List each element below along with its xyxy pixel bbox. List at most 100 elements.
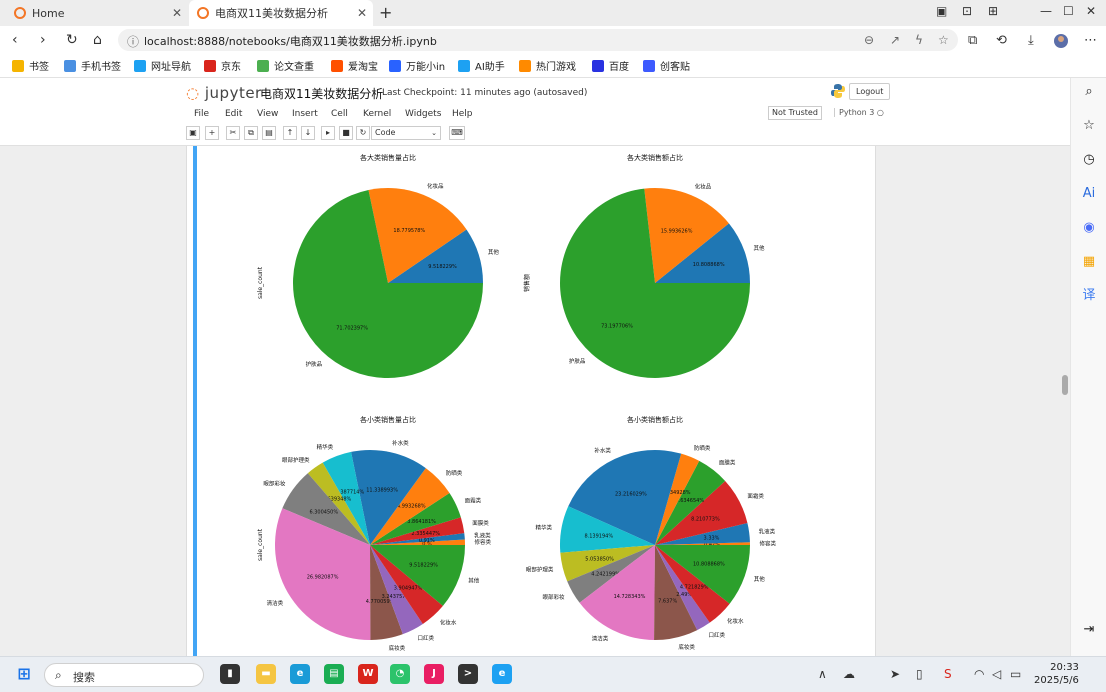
bookmark-item[interactable]: 爱淘宝 bbox=[331, 58, 378, 73]
menu-file[interactable]: File bbox=[194, 109, 210, 119]
translate-icon[interactable]: 译 bbox=[1082, 288, 1096, 303]
tab-home[interactable]: Home ✕ bbox=[6, 0, 188, 26]
cloud-icon[interactable]: ☁ bbox=[843, 667, 855, 681]
insert-cell-button[interactable]: + bbox=[205, 126, 219, 140]
battery-icon[interactable]: ▭ bbox=[1010, 667, 1022, 681]
search-icon[interactable]: ⌕ bbox=[1085, 84, 1093, 99]
menu-edit[interactable]: Edit bbox=[225, 109, 243, 119]
collapse-sidebar-icon[interactable]: ⇥ bbox=[1083, 622, 1095, 637]
pie-percent-label: 7.637% bbox=[658, 599, 677, 605]
location-icon[interactable]: ➤ bbox=[890, 667, 901, 681]
menu-view[interactable]: View bbox=[257, 109, 279, 119]
jupyter-orb-icon: ◌ bbox=[186, 84, 200, 102]
command-palette-button[interactable]: ⌨ bbox=[449, 126, 465, 140]
toolbox-icon[interactable]: ▦ bbox=[1082, 254, 1096, 269]
history-clock-icon[interactable]: ◷ bbox=[1083, 152, 1095, 167]
move-up-button[interactable]: ↑ bbox=[283, 126, 297, 140]
tab-actions-icon[interactable]: ▣ bbox=[936, 4, 948, 18]
taskbar-clock[interactable]: 20:33 2025/5/6 bbox=[1034, 661, 1079, 687]
bookmark-item[interactable]: AI助手 bbox=[458, 58, 505, 73]
site-info-icon[interactable]: ⓘ bbox=[127, 35, 140, 49]
tab-notebook[interactable]: 电商双11美妆数据分析 ✕ bbox=[189, 0, 373, 26]
reload-icon[interactable]: ↻ bbox=[66, 32, 78, 48]
forward-icon[interactable]: › bbox=[40, 32, 46, 48]
jetbrains-icon[interactable]: J bbox=[424, 664, 444, 684]
screenshot-icon[interactable]: ⊡ bbox=[962, 4, 973, 18]
extensions-icon[interactable]: ⊞ bbox=[988, 4, 999, 18]
volume-icon[interactable]: ◁ bbox=[992, 667, 1002, 681]
extensions-puzzle-icon[interactable]: ⧉ bbox=[968, 33, 978, 48]
taskbar-search[interactable]: ⌕ 搜索 bbox=[44, 663, 204, 687]
task-view-icon[interactable]: ▮ bbox=[220, 664, 240, 684]
logout-button[interactable]: Logout bbox=[849, 83, 891, 100]
wifi-icon[interactable]: ◠ bbox=[974, 667, 985, 681]
jupyter-logo-text: jupyter bbox=[204, 84, 262, 102]
terminal-icon[interactable]: > bbox=[458, 664, 478, 684]
address-bar[interactable]: ⓘ localhost:8888/notebooks/电商双11美妆数据分析.i… bbox=[118, 29, 958, 51]
wechat-icon[interactable]: ◔ bbox=[390, 664, 410, 684]
ai-icon[interactable]: Ai bbox=[1082, 186, 1096, 201]
history-icon[interactable]: ⟲ bbox=[996, 33, 1007, 48]
cell-type-select[interactable]: Code ⌄ bbox=[371, 126, 441, 140]
avatar[interactable] bbox=[1053, 33, 1069, 53]
file-explorer-icon[interactable]: ▬ bbox=[256, 664, 276, 684]
home-icon[interactable]: ⌂ bbox=[93, 32, 102, 48]
edge-icon[interactable]: e bbox=[290, 664, 310, 684]
bookmark-item[interactable]: 京东 bbox=[204, 58, 241, 73]
bookmark-item[interactable]: 万能小in bbox=[389, 58, 445, 73]
windows-start-icon[interactable]: ⊞ bbox=[17, 664, 31, 683]
move-down-button[interactable]: ↓ bbox=[301, 126, 315, 140]
save-button[interactable]: ▣ bbox=[186, 126, 200, 140]
browser-icon[interactable]: e bbox=[492, 664, 512, 684]
maximize-icon[interactable]: ☐ bbox=[1063, 4, 1074, 18]
paste-button[interactable]: ▤ bbox=[262, 126, 276, 140]
bookmark-item[interactable]: 百度 bbox=[592, 58, 629, 73]
menu-help[interactable]: Help bbox=[452, 109, 473, 119]
interrupt-button[interactable]: ■ bbox=[339, 126, 353, 140]
tray-expand-icon[interactable]: ∧ bbox=[818, 667, 827, 681]
pie-category-label: 眼部护理类 bbox=[526, 566, 554, 574]
back-icon[interactable]: ‹ bbox=[12, 32, 18, 48]
favorites-icon[interactable]: ☆ bbox=[1083, 118, 1095, 133]
bookmark-item[interactable]: 热门游戏 bbox=[519, 58, 576, 73]
copy-button[interactable]: ⧉ bbox=[244, 126, 258, 140]
pie-percent-label: 5.634654% bbox=[675, 498, 704, 504]
lightning-icon[interactable]: ϟ bbox=[915, 33, 923, 47]
trust-status-button[interactable]: Not Trusted bbox=[768, 106, 822, 120]
notebook-name[interactable]: 电商双11美妆数据分析 bbox=[260, 87, 384, 101]
cut-button[interactable]: ✂ bbox=[226, 126, 240, 140]
menu-kernel[interactable]: Kernel bbox=[363, 109, 392, 119]
bookmark-item[interactable]: 创客贴 bbox=[643, 58, 690, 73]
more-menu-icon[interactable]: ⋯ bbox=[1084, 33, 1097, 48]
menu-cell[interactable]: Cell bbox=[331, 109, 348, 119]
bookmark-item[interactable]: 网址导航 bbox=[134, 58, 191, 73]
menu-insert[interactable]: Insert bbox=[292, 109, 318, 119]
store-icon[interactable]: ▤ bbox=[324, 664, 344, 684]
close-tab-icon[interactable]: ✕ bbox=[356, 6, 367, 20]
minimize-icon[interactable]: — bbox=[1040, 4, 1052, 18]
bookmark-item[interactable]: 书签 bbox=[12, 58, 49, 73]
share-icon[interactable]: ↗ bbox=[890, 33, 901, 47]
new-tab-icon[interactable]: + bbox=[379, 3, 393, 22]
page-scrollbar[interactable] bbox=[1062, 375, 1068, 395]
run-button[interactable]: ▸ bbox=[321, 126, 335, 140]
download-icon[interactable]: ⤓ bbox=[1028, 33, 1034, 48]
pie-slice bbox=[655, 545, 750, 604]
close-window-icon[interactable]: ✕ bbox=[1086, 4, 1097, 18]
menu-widgets[interactable]: Widgets bbox=[405, 109, 442, 119]
jupyter-logo[interactable]: ◌ jupyter bbox=[186, 84, 262, 102]
pie-category-label: 其他 bbox=[754, 244, 766, 252]
close-tab-icon[interactable]: ✕ bbox=[171, 6, 182, 20]
mic-icon[interactable]: ▯ bbox=[916, 667, 923, 681]
wps-icon[interactable]: W bbox=[358, 664, 378, 684]
restart-button[interactable]: ↻ bbox=[356, 126, 370, 140]
zoom-icon[interactable]: ⊖ bbox=[864, 33, 875, 47]
game-icon[interactable]: ◉ bbox=[1083, 220, 1095, 235]
ime-icon[interactable]: S bbox=[944, 667, 952, 681]
checkpoint-status: Last Checkpoint: 11 minutes ago (autosav… bbox=[382, 88, 588, 98]
bookmark-item[interactable]: 手机书签 bbox=[64, 58, 121, 73]
pie-slice bbox=[293, 190, 483, 378]
favorite-star-icon[interactable]: ☆ bbox=[938, 33, 949, 47]
pie-slice bbox=[644, 188, 729, 283]
bookmark-item[interactable]: 论文查重 bbox=[257, 58, 314, 73]
